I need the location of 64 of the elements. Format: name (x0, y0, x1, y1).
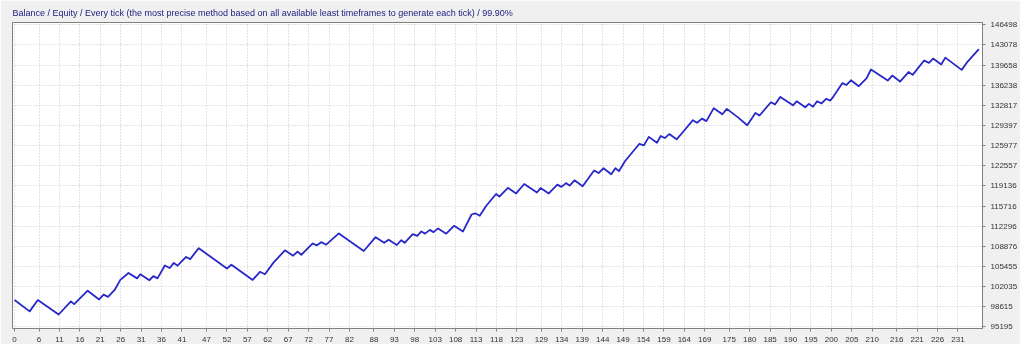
x-tick-label: 144 (595, 334, 610, 344)
x-tick-label: 82 (345, 334, 355, 344)
x-tick-label: 195 (804, 334, 819, 344)
x-tick-label: 164 (677, 334, 692, 344)
y-tick-label: 139658 (990, 60, 1018, 70)
y-tick-label: 136238 (990, 80, 1018, 90)
x-tick-label: 11 (55, 334, 65, 344)
x-tick-label: 231 (951, 334, 966, 344)
y-tick-label: 102035 (990, 282, 1018, 292)
x-tick-label: 129 (534, 334, 549, 344)
x-tick-label: 26 (116, 334, 126, 344)
x-tick-label: 134 (555, 334, 570, 344)
y-tick-label: 132817 (990, 100, 1018, 110)
x-tick-label: 139 (575, 334, 590, 344)
x-tick-label: 118 (490, 334, 504, 344)
y-tick-label: 129397 (990, 121, 1018, 130)
x-tick-label: 154 (636, 334, 651, 344)
x-tick-label: 185 (763, 334, 778, 344)
y-tick-label: 115716 (990, 201, 1018, 211)
y-tick-label: 119136 (990, 181, 1018, 191)
x-tick-label: 93 (389, 334, 400, 344)
x-tick-label: 190 (783, 334, 798, 344)
x-tick-label: 88 (369, 334, 379, 344)
x-tick-label: 226 (930, 334, 945, 344)
y-tick-label: 105455 (990, 261, 1018, 271)
x-tick-label: 72 (304, 334, 314, 344)
x-tick-label: 175 (722, 334, 737, 344)
x-tick-label: 57 (242, 334, 253, 344)
y-tick-label: 108876 (990, 241, 1018, 251)
x-tick-label: 16 (75, 334, 85, 344)
x-tick-label: 31 (136, 334, 147, 344)
x-tick-label: 36 (157, 334, 167, 344)
x-tick-label: 47 (202, 334, 212, 344)
x-tick-label: 149 (616, 334, 631, 344)
y-tick-label: 122557 (990, 161, 1018, 171)
y-tick-label: 95195 (990, 322, 1014, 332)
x-tick-label: 6 (36, 334, 42, 344)
x-tick-label: 21 (95, 334, 106, 344)
x-tick-label: 98 (410, 334, 420, 344)
x-tick-label: 210 (865, 334, 880, 344)
x-tick-label: 103 (428, 334, 443, 344)
x-tick-label: 205 (845, 334, 860, 344)
x-tick-label: 180 (743, 334, 757, 344)
x-tick-label: 52 (222, 334, 232, 344)
x-tick-label: 200 (824, 334, 839, 344)
x-tick-label: 159 (657, 334, 672, 344)
x-tick-label: 113 (469, 334, 483, 344)
chart-title: Balance / Equity / Every tick (the most precise method based on all available least timeframes to generate each tick) / 99.90% (12, 7, 513, 18)
x-tick-label: 62 (263, 334, 273, 344)
x-tick-label: 169 (698, 334, 712, 344)
y-tick-label: 112296 (990, 221, 1018, 231)
x-tick-label: 221 (910, 334, 925, 344)
x-tick-label: 0 (12, 334, 18, 344)
x-tick-label: 41 (177, 334, 187, 344)
y-tick-label: 146498 (990, 20, 1018, 30)
x-tick-label: 67 (283, 334, 294, 344)
line-series (13, 48, 980, 316)
x-tick-label: 108 (448, 334, 463, 344)
x-tick-label: 123 (510, 334, 525, 344)
x-tick-label: 216 (890, 334, 904, 344)
y-tick-label: 98615 (990, 302, 1014, 312)
y-tick-label: 125977 (990, 141, 1018, 151)
x-tick-label: 77 (324, 334, 335, 344)
y-tick-label: 143078 (990, 40, 1018, 50)
